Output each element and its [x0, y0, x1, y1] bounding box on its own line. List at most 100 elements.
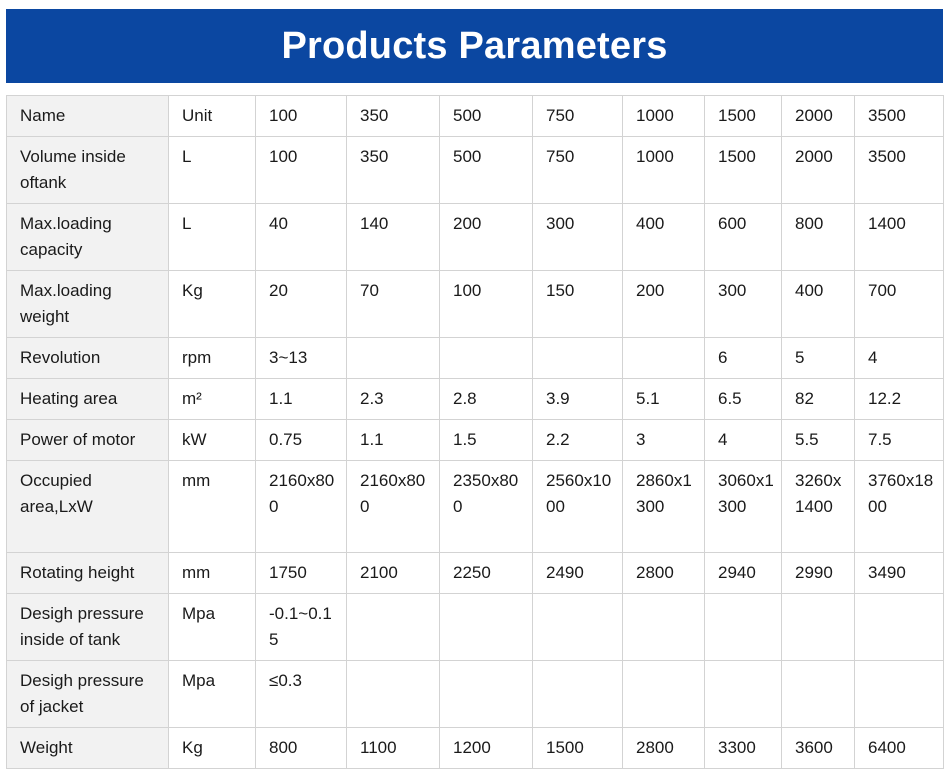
row-unit: mm: [168, 552, 256, 594]
table-row: Volume inside oftank L 100 350 500 750 1…: [6, 136, 944, 204]
table-cell: 12.2: [854, 378, 944, 420]
table-cell: 400: [781, 270, 855, 338]
table-cell: 2.3: [346, 378, 440, 420]
table-row: Name Unit 100 350 500 750 1000 1500 2000…: [6, 95, 944, 137]
table-cell: 2000: [781, 95, 855, 137]
table-row: Max.loading weight Kg 20 70 100 150 200 …: [6, 270, 944, 338]
table-row: Desigh pressure of jacket Mpa ≤0.3: [6, 660, 944, 728]
table-cell: 2860x1300: [622, 460, 705, 553]
table-cell: 7.5: [854, 419, 944, 461]
table-cell: 2490: [532, 552, 623, 594]
table-cell: [532, 660, 623, 728]
table-cell: [346, 337, 440, 379]
table-cell: 3.9: [532, 378, 623, 420]
table-cell: 140: [346, 203, 440, 271]
table-cell: 0.75: [255, 419, 347, 461]
table-cell: 2250: [439, 552, 533, 594]
row-label: Heating area: [6, 378, 169, 420]
table-cell: 750: [532, 95, 623, 137]
table-cell: [439, 593, 533, 661]
table-cell: 150: [532, 270, 623, 338]
table-cell: 3~13: [255, 337, 347, 379]
title-banner: Products Parameters: [6, 9, 943, 83]
table-cell: 3: [622, 419, 705, 461]
row-unit: rpm: [168, 337, 256, 379]
row-unit: L: [168, 203, 256, 271]
table-cell: 100: [255, 136, 347, 204]
table-cell: [854, 660, 944, 728]
table-cell: [781, 660, 855, 728]
table-cell: [532, 593, 623, 661]
table-cell: 400: [622, 203, 705, 271]
table-cell: 3300: [704, 727, 782, 769]
table-cell: [704, 660, 782, 728]
table-cell: 4: [704, 419, 782, 461]
table-cell: 1200: [439, 727, 533, 769]
table-cell: [622, 660, 705, 728]
table-cell: 1000: [622, 95, 705, 137]
table-cell: 3260x1400: [781, 460, 855, 553]
table-cell: [346, 660, 440, 728]
table-cell: 5.1: [622, 378, 705, 420]
table-cell: 5.5: [781, 419, 855, 461]
row-label: Desigh pressure inside of tank: [6, 593, 169, 661]
row-unit: Mpa: [168, 660, 256, 728]
parameters-table: Name Unit 100 350 500 750 1000 1500 2000…: [6, 95, 944, 769]
table-row: Revolution rpm 3~13 6 5 4: [6, 337, 944, 379]
page-title: Products Parameters: [281, 24, 668, 67]
table-cell: 2990: [781, 552, 855, 594]
table-cell: 2800: [622, 552, 705, 594]
table-cell: 1500: [532, 727, 623, 769]
table-cell: 200: [439, 203, 533, 271]
table-cell: 82: [781, 378, 855, 420]
parameters-table-body: Name Unit 100 350 500 750 1000 1500 2000…: [6, 95, 944, 769]
table-cell: 2160x800: [346, 460, 440, 553]
table-row: Rotating height mm 1750 2100 2250 2490 2…: [6, 552, 944, 594]
row-label: Max.loading weight: [6, 270, 169, 338]
row-unit: mm: [168, 460, 256, 553]
table-cell: 5: [781, 337, 855, 379]
table-cell: 300: [532, 203, 623, 271]
table-cell: 800: [781, 203, 855, 271]
row-label: Occupied area,LxW: [6, 460, 169, 553]
table-row: Heating area m² 1.1 2.3 2.8 3.9 5.1 6.5 …: [6, 378, 944, 420]
table-cell: 1000: [622, 136, 705, 204]
table-cell: 3500: [854, 95, 944, 137]
row-unit: L: [168, 136, 256, 204]
table-row: Power of motor kW 0.75 1.1 1.5 2.2 3 4 5…: [6, 419, 944, 461]
table-cell: 500: [439, 136, 533, 204]
row-unit: Unit: [168, 95, 256, 137]
table-cell: 100: [255, 95, 347, 137]
table-cell: 800: [255, 727, 347, 769]
table-cell: 350: [346, 136, 440, 204]
row-unit: Kg: [168, 270, 256, 338]
table-cell: 1500: [704, 136, 782, 204]
table-row: Weight Kg 800 1100 1200 1500 2800 3300 3…: [6, 727, 944, 769]
row-label: Desigh pressure of jacket: [6, 660, 169, 728]
table-cell: 40: [255, 203, 347, 271]
table-cell: 500: [439, 95, 533, 137]
table-cell: 3600: [781, 727, 855, 769]
table-cell: [854, 593, 944, 661]
table-cell: 20: [255, 270, 347, 338]
table-cell: 1100: [346, 727, 440, 769]
table-cell: 700: [854, 270, 944, 338]
table-cell: 300: [704, 270, 782, 338]
row-unit: m²: [168, 378, 256, 420]
row-unit: Kg: [168, 727, 256, 769]
table-cell: 2.8: [439, 378, 533, 420]
table-cell: 1.1: [346, 419, 440, 461]
table-cell: 3500: [854, 136, 944, 204]
table-cell: 200: [622, 270, 705, 338]
table-cell: 6.5: [704, 378, 782, 420]
table-row: Desigh pressure inside of tank Mpa -0.1~…: [6, 593, 944, 661]
row-label: Rotating height: [6, 552, 169, 594]
table-cell: [704, 593, 782, 661]
table-cell: [439, 337, 533, 379]
table-cell: 2100: [346, 552, 440, 594]
table-cell: 6400: [854, 727, 944, 769]
row-label: Volume inside oftank: [6, 136, 169, 204]
table-cell: [781, 593, 855, 661]
table-cell: 2940: [704, 552, 782, 594]
table-row: Max.loading capacity L 40 140 200 300 40…: [6, 203, 944, 271]
